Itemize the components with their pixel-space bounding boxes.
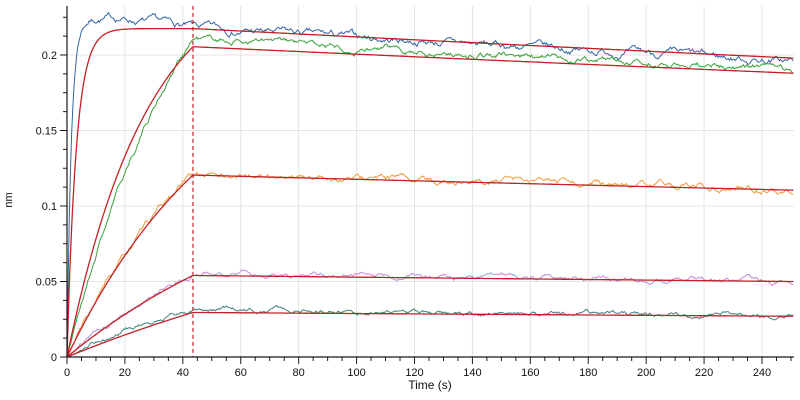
- x-tick-label: 40: [177, 367, 189, 379]
- x-tick-label: 0: [64, 367, 70, 379]
- fit-violet: [66, 274, 794, 358]
- x-tick-label: 140: [463, 367, 481, 379]
- fit-blue: [66, 27, 794, 358]
- fit-curves: [66, 27, 794, 358]
- trace-blue: [66, 11, 794, 358]
- trace-orange: [66, 171, 794, 358]
- x-tick-label: 80: [293, 367, 305, 379]
- x-tick-label: 120: [405, 367, 423, 379]
- x-tick-label: 60: [235, 367, 247, 379]
- fit-orange: [66, 174, 794, 358]
- y-tick-label: 0.15: [36, 126, 57, 138]
- x-tick-label: 200: [637, 367, 655, 379]
- y-axis-title: nm: [3, 192, 15, 207]
- x-axis-title: Time (s): [408, 378, 452, 392]
- sample-traces: [66, 11, 794, 358]
- y-tick-label: 0.05: [36, 277, 57, 289]
- y-tick-label: 0: [51, 352, 57, 364]
- x-tick-label: 240: [753, 367, 771, 379]
- y-tick-label: 0.2: [42, 50, 57, 62]
- y-tick-label: 0.1: [42, 201, 57, 213]
- axes: 0 20 40 60 80 100 120 140 160 180 200 220 240 0 0.05 0.…: [36, 5, 794, 379]
- fit-teal: [66, 311, 794, 358]
- fit-green: [66, 46, 794, 358]
- x-tick-label: 220: [695, 367, 713, 379]
- x-tick-label: 180: [579, 367, 597, 379]
- x-tick-label: 100: [347, 367, 365, 379]
- x-tick-label: 160: [521, 367, 539, 379]
- x-tick-label: 20: [119, 367, 131, 379]
- trace-green: [66, 34, 794, 358]
